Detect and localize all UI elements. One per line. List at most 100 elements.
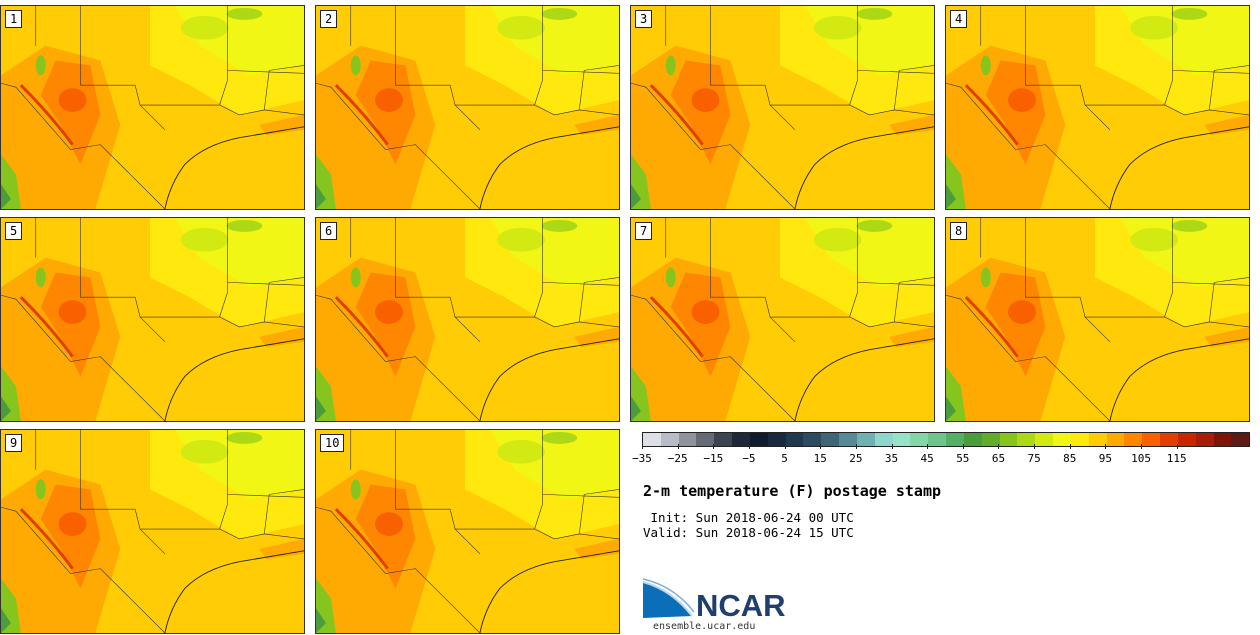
- member-number-label: 7: [635, 222, 653, 240]
- colorbar-tick: [891, 444, 893, 449]
- member-panel-3[interactable]: 3: [630, 5, 935, 210]
- member-panel-6[interactable]: 6: [315, 217, 620, 422]
- temperature-map: [1, 430, 304, 633]
- colorbar-swatch: [1213, 433, 1232, 446]
- colorbar-tick-label: 55: [956, 452, 970, 465]
- colorbar-tick: [1141, 444, 1143, 449]
- colorbar-swatch: [821, 433, 840, 446]
- colorbar-swatch: [1088, 433, 1107, 446]
- temperature-map: [316, 430, 619, 633]
- colorbar-swatch: [928, 433, 947, 446]
- colorbar-swatch: [1142, 433, 1161, 446]
- colorbar-tick: [677, 444, 679, 449]
- colorbar-tick: [962, 444, 964, 449]
- member-panel-7[interactable]: 7: [630, 217, 935, 422]
- colorbar-tick-label: 15: [813, 452, 827, 465]
- ncar-swoosh-icon: [643, 582, 692, 618]
- colorbar-tick-label: 75: [1027, 452, 1041, 465]
- temperature-map: [946, 218, 1249, 421]
- colorbar-swatch: [767, 433, 786, 446]
- member-number-label: 9: [5, 434, 23, 452]
- colorbar-swatch: [963, 433, 982, 446]
- member-panel-5[interactable]: 5: [0, 217, 305, 422]
- colorbar-tick-label: −35: [632, 452, 652, 465]
- member-panel-8[interactable]: 8: [945, 217, 1250, 422]
- member-number-label: 5: [5, 222, 23, 240]
- colorbar-swatch: [856, 433, 875, 446]
- plot-title: 2-m temperature (F) postage stamp: [643, 482, 942, 500]
- colorbar-swatch: [910, 433, 929, 446]
- colorbar-swatch: [1017, 433, 1036, 446]
- colorbar-swatch: [1053, 433, 1071, 446]
- colorbar-tick-label: 85: [1063, 452, 1077, 465]
- member-panel-1[interactable]: 1: [0, 5, 305, 210]
- colorbar-tick: [855, 444, 857, 449]
- colorbar-tick: [1069, 444, 1071, 449]
- member-panel-2[interactable]: 2: [315, 5, 620, 210]
- colorbar-tick-label: 105: [1131, 452, 1151, 465]
- colorbar-tick-label: 65: [991, 452, 1006, 465]
- colorbar-tick: [642, 444, 643, 449]
- colorbar-swatch: [678, 433, 697, 446]
- colorbar-tick-label: 95: [1098, 452, 1113, 465]
- colorbar-swatch: [1177, 433, 1196, 446]
- colorbar-swatch: [714, 433, 733, 446]
- ncar-logo: NCAR: [642, 578, 786, 620]
- colorbar-swatch: [660, 433, 679, 446]
- member-number-label: 6: [320, 222, 338, 240]
- colorbar-tick: [1105, 444, 1107, 449]
- colorbar-swatch: [1106, 433, 1125, 446]
- colorbar-swatch: [892, 433, 911, 446]
- colorbar-tick-label: −25: [667, 452, 688, 465]
- colorbar-swatch: [732, 433, 750, 446]
- init-time: Init: Sun 2018-06-24 00 UTC: [643, 510, 854, 525]
- valid-time: Valid: Sun 2018-06-24 15 UTC: [643, 525, 854, 540]
- colorbar-ticks: −35 −25 −15 −5 5 15 25 35 45 55 65 75 85 95 105 115: [632, 444, 1248, 468]
- colorbar-tick: [713, 444, 715, 449]
- member-number-label: 2: [320, 10, 338, 28]
- member-number-label: 10: [320, 434, 345, 452]
- member-panel-10[interactable]: 10: [315, 429, 620, 634]
- colorbar-swatch: [1035, 433, 1054, 446]
- member-number-label: 3: [635, 10, 653, 28]
- colorbar-tick-label: −15: [703, 452, 724, 465]
- colorbar-swatch: [839, 433, 857, 446]
- colorbar-swatch: [1231, 433, 1250, 446]
- colorbar-tick: [1176, 444, 1178, 449]
- member-panel-4[interactable]: 4: [945, 5, 1250, 210]
- colorbar-tick-label: 115: [1166, 452, 1187, 465]
- colorbar-swatch: [1124, 433, 1143, 446]
- temperature-map: [316, 218, 619, 421]
- colorbar-swatch: [803, 433, 822, 446]
- temperature-map: [316, 6, 619, 209]
- temperature-map: [631, 6, 934, 209]
- colorbar-swatch: [749, 433, 768, 446]
- ncar-logo-text: NCAR: [696, 588, 786, 620]
- colorbar-swatch: [999, 433, 1018, 446]
- colorbar-swatch: [946, 433, 964, 446]
- colorbar-tick-label: −5: [742, 452, 756, 465]
- colorbar-swatch: [1160, 433, 1178, 446]
- member-panel-9[interactable]: 9: [0, 429, 305, 634]
- colorbar-tick: [998, 444, 1000, 449]
- temperature-map: [1, 6, 304, 209]
- temperature-map: [946, 6, 1249, 209]
- colorbar-swatch: [874, 433, 893, 446]
- colorbar-tick: [784, 444, 786, 449]
- temperature-map: [631, 218, 934, 421]
- colorbar-swatch: [696, 433, 715, 446]
- colorbar-swatch: [1195, 433, 1214, 446]
- member-number-label: 1: [5, 10, 23, 28]
- colorbar-tick-label: 45: [920, 452, 934, 465]
- temperature-map: [1, 218, 304, 421]
- colorbar-tick-label: 5: [781, 452, 788, 465]
- temperature-colorbar: [642, 432, 1250, 447]
- member-number-label: 8: [950, 222, 968, 240]
- colorbar-swatch: [981, 433, 1000, 446]
- colorbar-tick-label: 25: [849, 452, 863, 465]
- colorbar-tick: [1034, 444, 1036, 449]
- ensemble-url: ensemble.ucar.edu: [653, 621, 756, 632]
- colorbar-tick-label: 35: [884, 452, 899, 465]
- colorbar-swatch: [643, 433, 661, 446]
- colorbar-swatch: [785, 433, 804, 446]
